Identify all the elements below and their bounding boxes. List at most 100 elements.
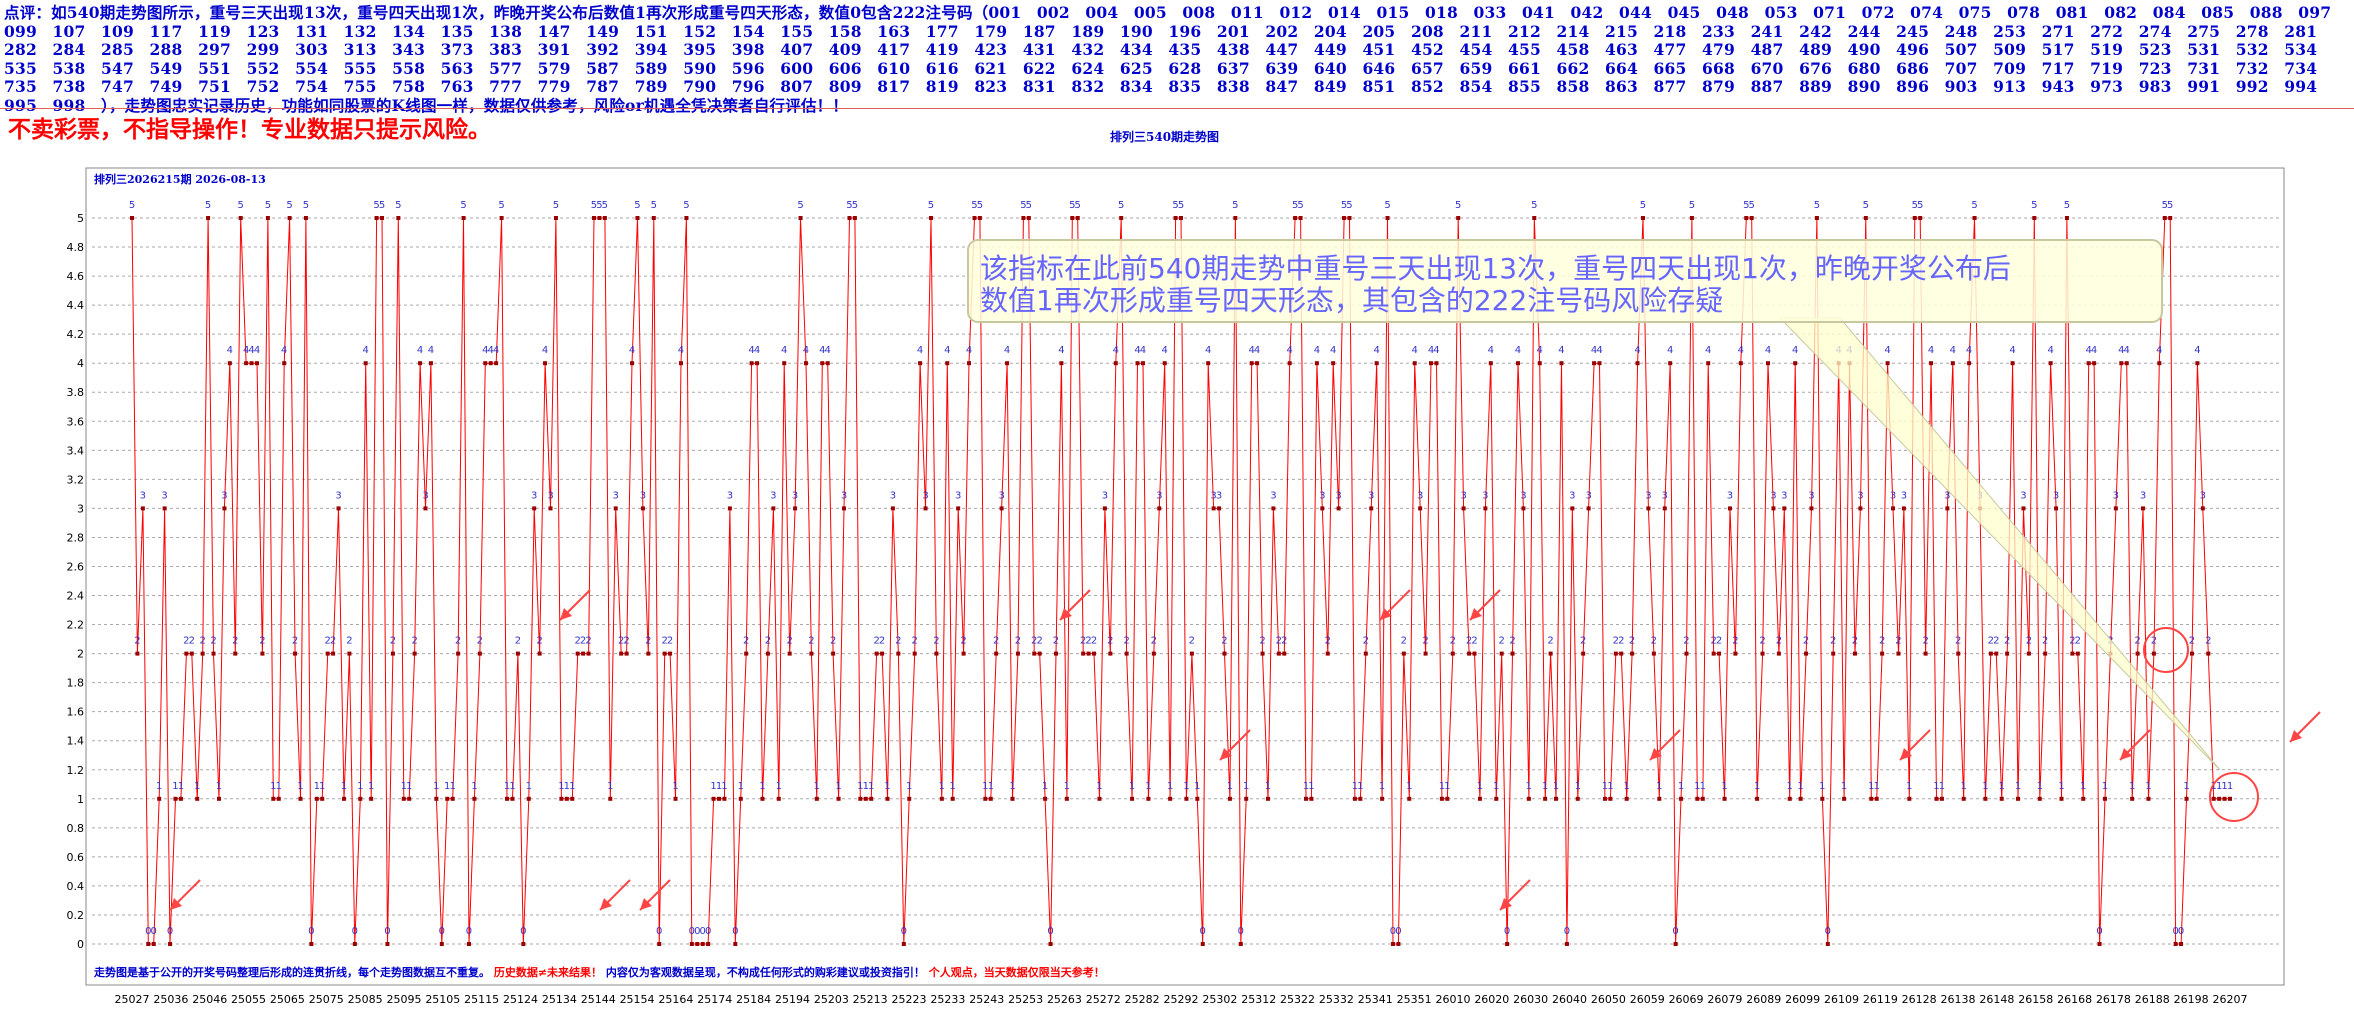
data-point [439,942,444,946]
number-code: 624 [1071,58,1120,78]
data-point [890,506,895,511]
data-point [401,796,406,801]
x-tick-label: 25144 [581,993,616,1006]
data-point [1760,651,1765,656]
number-code: 738 [52,77,102,96]
data-label: 0 [308,926,314,937]
x-tick-label: 25164 [658,993,693,1006]
data-point [1276,651,1281,656]
data-point [831,651,836,656]
data-point [2179,942,2184,946]
data-point [2119,361,2124,366]
x-tick-label: 25351 [1397,993,1432,1006]
data-point [1461,506,1466,511]
data-label: 4 [281,345,287,356]
number-code: 282 [4,40,53,59]
data-label: 1 [1145,781,1151,792]
data-point [711,796,716,801]
number-code: 208 [1410,21,1460,41]
data-label: 1 [471,781,477,792]
number-code: 779 [537,77,587,96]
y-tick-label: 1.8 [67,677,85,690]
data-point [1602,796,1607,801]
data-point [1532,216,1537,220]
data-point [396,216,401,220]
data-point [216,796,221,801]
number-code: 563 [440,58,490,78]
data-point [2102,796,2107,801]
data-point [222,506,227,511]
data-label: 3 [422,490,428,501]
x-tick-label: 25085 [348,993,383,1006]
data-point [1450,651,1455,656]
data-point [1320,506,1325,511]
number-code: 628 [1168,58,1217,78]
data-point [2032,216,2037,220]
x-tick-label: 25223 [892,993,927,1006]
x-tick-label: 26119 [1863,993,1898,1006]
number-code: 731 [2187,58,2236,78]
data-label: 2 [1580,636,1586,647]
data-label: 3 [1727,490,1733,501]
data-point [260,651,265,656]
data-label: 5 [651,200,657,211]
number-code: 041 [1522,3,1571,22]
number-code: 074 [1910,3,1959,22]
data-point [1331,361,1336,366]
data-point [1108,651,1113,656]
data-point [1505,942,1510,946]
data-point [1711,651,1716,656]
data-label: 3 [1319,490,1325,501]
number-code: 072 [1861,3,1911,22]
data-label: 4 [1966,345,1972,356]
data-label: 4 [1488,345,1494,356]
data-label: 2 [1759,636,1765,647]
number-code: 313 [343,40,393,59]
number-code: 532 [2235,40,2285,59]
x-tick-label: 26148 [1979,993,2014,1006]
x-tick-label: 26178 [2096,993,2131,1006]
data-label: 1 [1939,781,1945,792]
arrow-head-icon [600,898,612,910]
number-code: 755 [343,77,393,96]
data-label: 1 [564,781,570,792]
data-point [1075,216,1080,220]
data-point [1173,216,1178,220]
data-label: 4 [678,345,684,356]
data-label: 4 [1373,345,1379,356]
data-point [287,216,292,220]
data-point [1983,796,1988,801]
data-label: 3 [531,490,537,501]
data-point [1483,506,1488,511]
data-label: 2 [1629,636,1635,647]
data-label: 1 [1493,781,1499,792]
data-label: 2 [536,636,542,647]
data-point [1863,216,1868,220]
y-tick-label: 0.8 [67,822,85,835]
data-label: 1 [988,781,994,792]
data-point [1619,651,1624,656]
number-code: 489 [1799,40,1848,59]
x-tick-label: 26040 [1552,993,1587,1006]
data-point [1554,796,1559,801]
data-label: 4 [1596,345,1602,356]
data-label: 3 [161,490,167,501]
data-point [918,361,923,366]
number-code: 664 [1605,58,1654,78]
number-code: 763 [440,77,490,96]
data-label: 2 [1015,636,1021,647]
series-line [131,217,2230,945]
x-tick-label: 26020 [1474,993,1509,1006]
grid-lines [92,217,2280,945]
data-point [635,216,640,220]
data-point [293,651,298,656]
number-code: 838 [1216,77,1266,96]
x-tick-label: 25124 [503,993,538,1006]
data-label: 1 [868,781,874,792]
number-code: 758 [392,77,441,96]
number-code: 577 [489,58,538,78]
number-code: 196 [1168,21,1217,41]
data-point [2141,506,2146,511]
data-point [494,361,499,366]
data-point [2195,361,2200,366]
